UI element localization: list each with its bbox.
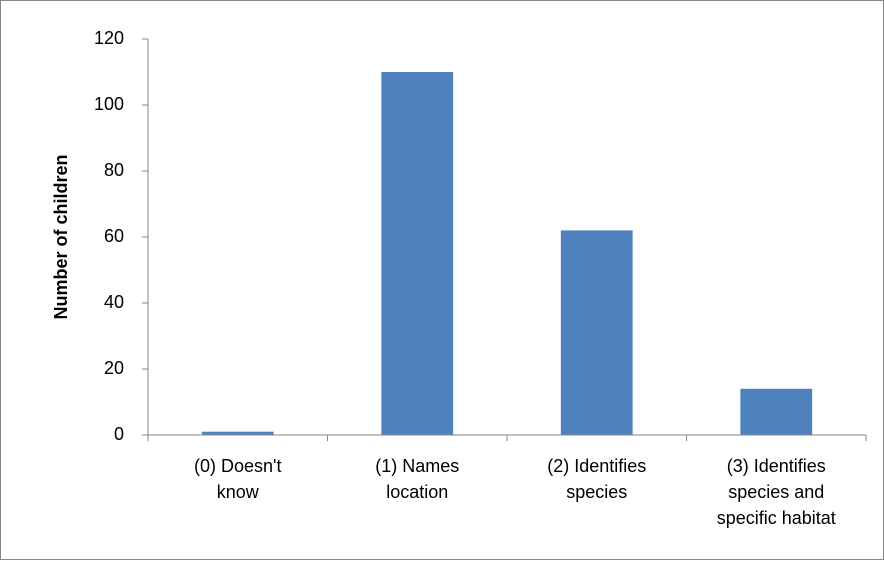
y-tick-label: 40	[104, 292, 124, 312]
bar	[560, 230, 633, 435]
x-tick-label: (0) Doesn't know	[194, 456, 281, 502]
y-tick-label: 0	[114, 424, 124, 444]
y-tick-label: 20	[104, 358, 124, 378]
y-tick-label: 100	[94, 94, 124, 114]
y-tick-label: 120	[94, 28, 124, 48]
y-tick-label: 60	[104, 226, 124, 246]
x-tick-label: (2) Identifies species	[547, 456, 646, 502]
y-axis-label: Number of children	[51, 154, 71, 319]
bar	[381, 72, 454, 435]
bar	[740, 388, 813, 435]
y-tick-label: 80	[104, 160, 124, 180]
x-tick-label: (3) Identifies species and specific habita…	[717, 456, 836, 528]
x-tick-label: (1) Names location	[375, 456, 459, 502]
bar	[201, 431, 274, 435]
